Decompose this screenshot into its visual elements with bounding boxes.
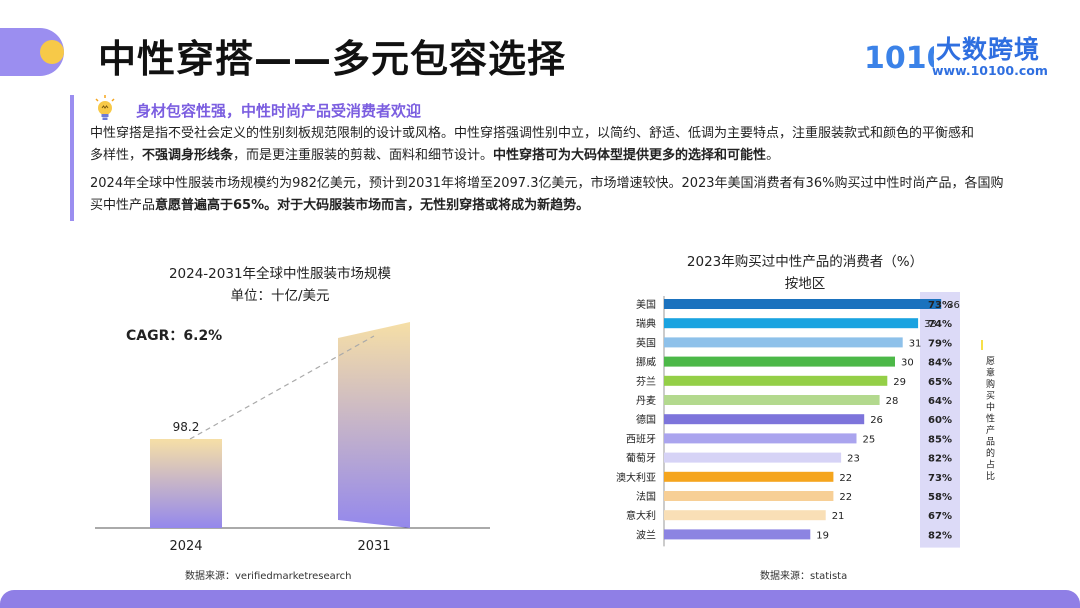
value-label: 31 <box>909 338 922 349</box>
value-label: 26 <box>870 415 883 426</box>
logo-name: 大数跨境 <box>936 35 1041 64</box>
left-chart-title: 2024-2031年全球中性服装市场规模 <box>168 266 392 282</box>
country-label: 意大利 <box>626 509 656 522</box>
intro-line-1: 中性穿搭是指不受社会定义的性别刻板规范限制的设计或风格。中性穿搭强调性别中立，以… <box>90 126 975 141</box>
bar-芬兰 <box>664 375 888 386</box>
right-chart-subtitle: 按地区 <box>784 276 826 292</box>
value-label: 36 <box>947 300 960 311</box>
country-label: 葡萄牙 <box>626 452 656 465</box>
right-chart-title: 2023年购买过中性产品的消费者（%） <box>686 254 924 270</box>
value-label: 22 <box>839 492 852 503</box>
data-label-2024: 98.2 <box>173 420 200 434</box>
willing-pct-label: 65% <box>928 377 952 388</box>
willing-pct-label: 82% <box>928 454 952 465</box>
bar-英国 <box>664 337 903 348</box>
country-label: 挪威 <box>636 356 656 369</box>
value-label: 19 <box>816 530 829 541</box>
country-label: 澳大利亚 <box>616 471 656 484</box>
market-size-chart: 98.22024209.732031CAGR：6.2% <box>95 322 490 554</box>
value-label: 29 <box>893 377 906 388</box>
value-label: 23 <box>847 454 860 465</box>
bar-美国 <box>664 299 942 309</box>
willing-pct-label: 64% <box>928 396 952 407</box>
bar-法国 <box>664 491 834 501</box>
willing-pct-label: 85% <box>928 434 952 445</box>
value-label: 21 <box>832 511 845 522</box>
country-label: 波兰 <box>636 528 656 541</box>
left-chart-unit: 单位：十亿/美元 <box>230 288 330 304</box>
country-label: 芬兰 <box>636 375 656 388</box>
left-chart-source: 数据来源：verifiedmarketresearch <box>185 571 352 582</box>
country-label: 英国 <box>636 336 656 349</box>
value-label: 28 <box>886 396 899 407</box>
bar-西班牙 <box>664 433 857 444</box>
lightbulb-icon <box>95 95 115 120</box>
willing-pct-label: 82% <box>928 530 952 541</box>
bar-挪威 <box>664 356 895 367</box>
category-label-2031: 2031 <box>357 539 390 554</box>
bar-丹麦 <box>664 395 880 405</box>
bar-波兰 <box>664 529 811 540</box>
logo-mark-icon: 10100 <box>864 41 934 76</box>
country-label: 瑞典 <box>636 317 656 330</box>
growth-dashed-line <box>189 335 375 440</box>
willing-pct-label: 84% <box>928 358 952 369</box>
country-label: 丹麦 <box>636 395 656 407</box>
page-title: 中性穿搭——多元包容选择 <box>98 37 567 81</box>
country-label: 德国 <box>636 413 656 426</box>
intro-block: 身材包容性强，中性时尚产品受消费者欢迎 中性穿搭是指不受社会定义的性别刻板规范限… <box>70 95 1024 221</box>
value-label: 22 <box>839 473 852 484</box>
bar-2031 <box>338 322 410 528</box>
willing-band <box>920 292 960 548</box>
category-label-2024: 2024 <box>169 539 202 554</box>
logo-mark-text: 10100 <box>864 41 934 76</box>
willing-pct-label: 73% <box>928 300 952 311</box>
willing-pct-label: 74% <box>928 319 952 330</box>
right-chart-source: 数据来源：statista <box>760 571 848 582</box>
willing-pct-label: 79% <box>928 338 952 349</box>
bar-意大利 <box>664 510 826 521</box>
bar-葡萄牙 <box>664 452 842 463</box>
intro-line-2: 多样性，不强调身形线条，而是更注重服装的剪裁、面料和细节设计。中性穿搭可为大码体… <box>90 148 780 163</box>
bar-2024 <box>150 439 222 528</box>
brand-logo: 10100 大数跨境 www.10100.com <box>864 30 1054 82</box>
country-label: 美国 <box>636 298 656 311</box>
cagr-annotation: CAGR：6.2% <box>126 328 222 344</box>
bar-德国 <box>664 414 865 425</box>
intro-line-4: 买中性产品意愿普遍高于65%。对于大码服装市场而言，无性别穿搭或将成为新趋势。 <box>90 198 590 213</box>
title-decoration <box>0 28 64 76</box>
value-label: 33 <box>924 319 937 330</box>
intro-subhead: 身材包容性强，中性时尚产品受消费者欢迎 <box>136 102 422 120</box>
bar-澳大利亚 <box>664 471 834 482</box>
willing-pct-label: 73% <box>928 473 952 484</box>
bar-瑞典 <box>664 318 919 329</box>
willing-side-label: 愿意购买中性产品的占比 <box>986 356 995 482</box>
willing-pct-label: 60% <box>928 415 952 426</box>
logo-url: www.10100.com <box>932 63 1048 78</box>
value-label: 30 <box>901 358 914 369</box>
country-label: 法国 <box>636 490 656 503</box>
willing-pct-label: 67% <box>928 511 952 522</box>
intro-line-3: 2024年全球中性服装市场规模约为982亿美元，预计到2031年将增至2097.… <box>90 176 1004 191</box>
value-label: 25 <box>863 434 876 445</box>
footer-bar <box>0 590 1080 608</box>
country-label: 西班牙 <box>626 433 656 445</box>
willing-pct-label: 58% <box>928 492 952 503</box>
